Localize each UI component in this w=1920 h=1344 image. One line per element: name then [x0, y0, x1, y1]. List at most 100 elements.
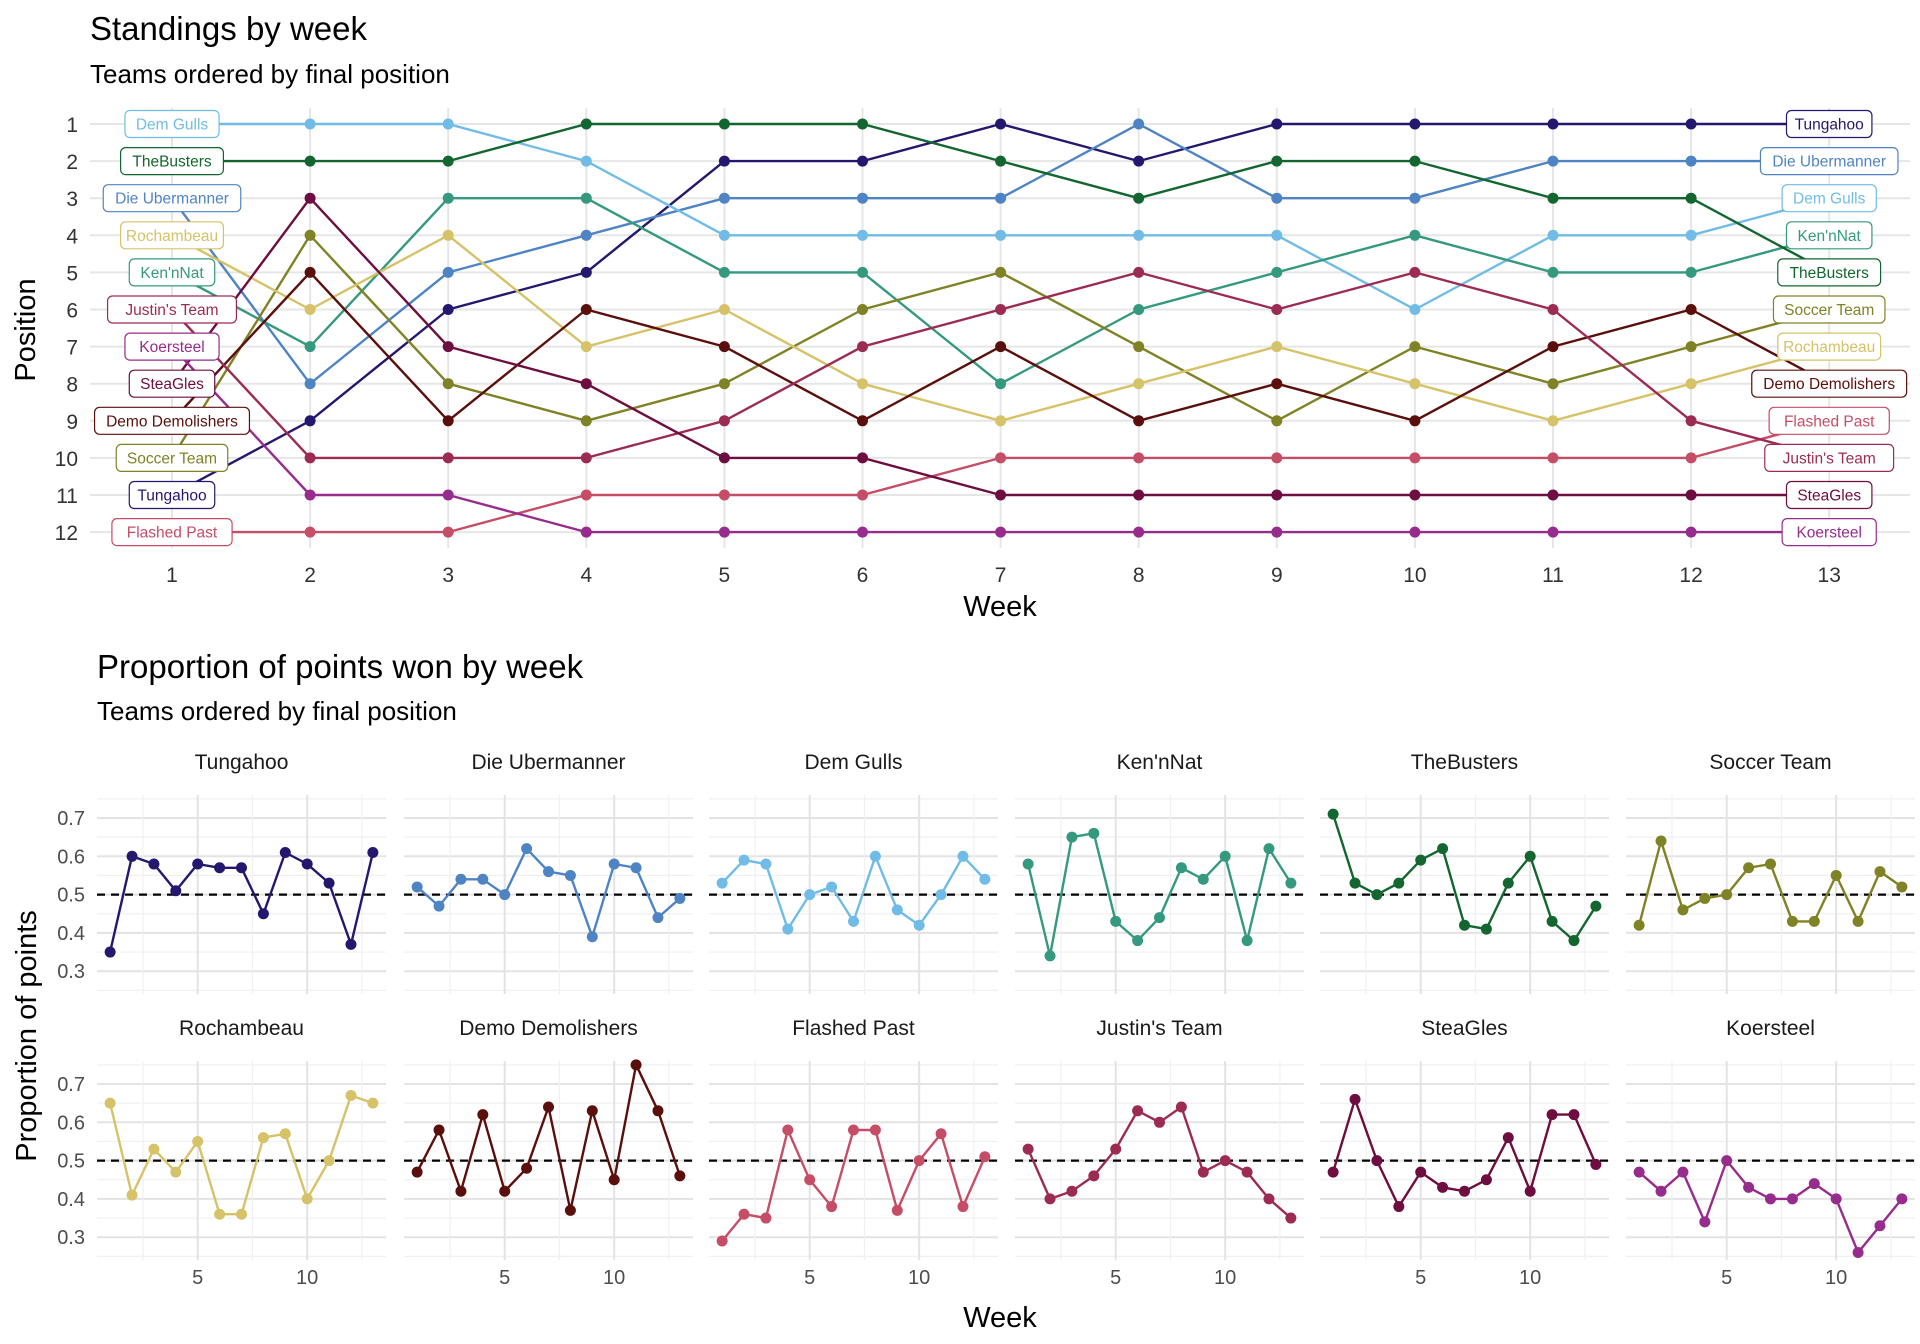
facet-y-tick-0.7: 0.7: [57, 1074, 85, 1096]
facet-title-dem-gulls: Dem Gulls: [804, 751, 902, 774]
facet-point-thebusters-week-7: [1459, 919, 1470, 931]
standings-point-tungahoo-week-9: [1271, 118, 1283, 130]
standings-label-box-start-thebusters: [119, 147, 225, 176]
facet-point-flashed-past-week-11: [935, 1128, 947, 1140]
facet-x-tick-5: 5: [499, 1267, 510, 1289]
facet-point-die-ubermanner-week-10: [608, 858, 620, 870]
facet-point-thebusters-week-9: [1502, 877, 1514, 889]
standings-label-box-start-dem-gulls: [124, 109, 220, 139]
facet-x-tick-10: 10: [1519, 1267, 1541, 1289]
facet-point-steagles-week-13: [1590, 1158, 1602, 1170]
facet-point-die-ubermanner-week-9: [586, 931, 598, 943]
facet-point-rochambeau-week-11: [323, 1155, 335, 1167]
facet-point-demo-demolishers-week-12: [652, 1105, 664, 1117]
standings-label-end-demo-demolishers: Demo Demolishers: [1763, 376, 1895, 393]
standings-point-tungahoo-week-7: [995, 118, 1007, 130]
standings-point-dem-gulls-week-5: [718, 229, 730, 241]
standings-point-ken-nnat-week-12: [1685, 266, 1697, 278]
facet-point-ken-nnat-week-5: [1110, 915, 1122, 927]
facet-point-die-ubermanner-week-13: [674, 892, 686, 904]
facet-point-thebusters-week-10: [1524, 850, 1536, 862]
standings-point-soccer-team-week-8: [1133, 341, 1145, 353]
standings-point-die-ubermanner-week-10: [1409, 192, 1421, 204]
standings-x-tick-8: 8: [1133, 564, 1145, 587]
facet-point-tungahoo-week-10: [301, 858, 313, 870]
facet-point-thebusters-week-8: [1480, 923, 1492, 935]
facet-point-koersteel-week-4: [1699, 1216, 1711, 1228]
facet-point-soccer-team-week-5: [1721, 889, 1733, 901]
standings-point-demo-demolishers-week-6: [857, 415, 868, 427]
standings-point-flashed-past-week-4: [580, 489, 592, 501]
proportion-x-axis-label: Week: [963, 1302, 1037, 1334]
standings-y-tick-8: 8: [66, 374, 78, 397]
standings-label-end-soccer-team: Soccer Team: [1784, 302, 1874, 319]
standings-x-tick-13: 13: [1818, 564, 1841, 587]
facet-point-flashed-past-week-12: [957, 1201, 969, 1213]
standings-point-dem-gulls-week-6: [857, 229, 868, 241]
standings-x-tick-11: 11: [1542, 564, 1564, 587]
standings-y-tick-4: 4: [66, 225, 78, 248]
facet-point-demo-demolishers-week-4: [477, 1109, 489, 1121]
standings-point-koersteel-week-8: [1133, 526, 1145, 538]
standings-point-tungahoo-week-10: [1409, 118, 1421, 130]
facet-y-tick-0.3: 0.3: [57, 961, 85, 983]
standings-label-start-justin-s-team: Justin's Team: [125, 302, 218, 319]
standings-x-tick-4: 4: [580, 564, 592, 587]
standings-label-start-thebusters: TheBusters: [132, 154, 212, 171]
standings-point-dem-gulls-week-10: [1409, 304, 1421, 315]
facet-point-tungahoo-week-9: [279, 846, 291, 858]
standings-point-koersteel-week-11: [1547, 526, 1559, 538]
facet-point-demo-demolishers-week-8: [564, 1204, 576, 1216]
standings-label-box-start-ken-nnat: [128, 258, 216, 287]
standings-label-box-start-flashed-past: [111, 517, 233, 547]
standings-point-thebusters-week-4: [580, 118, 592, 130]
standings-label-box-start-justin-s-team: [106, 295, 238, 324]
facet-title-ken-nnat: Ken'nNat: [1117, 751, 1203, 774]
facet-soccer-team: Soccer Team: [1626, 751, 1915, 995]
facet-point-soccer-team-week-4: [1699, 892, 1711, 904]
facet-point-tungahoo-week-5: [192, 858, 204, 870]
standings-point-thebusters-week-5: [718, 118, 730, 130]
facet-y-tick-0.4: 0.4: [57, 923, 85, 945]
facet-point-koersteel-week-8: [1786, 1193, 1798, 1205]
standings-point-flashed-past-week-10: [1409, 452, 1421, 464]
facet-point-soccer-team-week-9: [1808, 915, 1820, 927]
facet-point-die-ubermanner-week-3: [455, 873, 467, 885]
facet-point-flashed-past-week-5: [804, 1174, 816, 1186]
standings-point-koersteel-week-12: [1685, 526, 1697, 538]
facet-point-dem-gulls-week-7: [848, 915, 859, 927]
facet-point-demo-demolishers-week-5: [499, 1185, 511, 1197]
facet-point-koersteel-week-12: [1874, 1220, 1886, 1232]
standings-point-tungahoo-week-8: [1133, 155, 1145, 167]
standings-point-flashed-past-week-5: [718, 489, 730, 501]
facet-y-tick-0.4: 0.4: [57, 1189, 85, 1211]
facet-title-tungahoo: Tungahoo: [195, 751, 289, 774]
standings-point-rochambeau-week-4: [580, 341, 592, 353]
facet-point-thebusters-week-5: [1415, 854, 1427, 866]
standings-point-rochambeau-week-9: [1271, 341, 1283, 353]
facet-point-soccer-team-week-8: [1786, 915, 1798, 927]
standings-point-koersteel-week-2: [304, 489, 316, 501]
standings-point-demo-demolishers-week-7: [995, 341, 1007, 353]
standings-label-box-end-soccer-team: [1772, 295, 1886, 324]
standings-point-koersteel-week-4: [580, 526, 592, 538]
standings-point-tungahoo-week-12: [1685, 118, 1697, 130]
facet-x-tick-10: 10: [908, 1267, 930, 1289]
facet-point-ken-nnat-week-10: [1219, 850, 1231, 862]
standings-y-tick-5: 5: [66, 262, 78, 285]
facet-demo-demolishers: Demo Demolishers 5 10: [404, 1017, 693, 1289]
facet-point-thebusters-week-4: [1393, 877, 1405, 889]
facet-point-koersteel-week-9: [1808, 1178, 1820, 1190]
facet-point-dem-gulls-week-6: [826, 881, 838, 893]
standings-point-die-ubermanner-week-7: [995, 192, 1007, 204]
standings-label-end-rochambeau: Rochambeau: [1783, 339, 1875, 356]
standings-point-thebusters-week-7: [995, 155, 1007, 167]
standings-y-tick-9: 9: [66, 411, 78, 434]
facet-point-die-ubermanner-week-1: [411, 881, 423, 893]
facet-point-koersteel-week-13: [1896, 1193, 1908, 1205]
facet-title-justin-s-team: Justin's Team: [1096, 1017, 1222, 1040]
standings-point-justin-s-team-week-2: [304, 452, 316, 464]
standings-point-steagles-week-12: [1685, 489, 1697, 501]
standings-point-soccer-team-week-12: [1685, 341, 1697, 353]
